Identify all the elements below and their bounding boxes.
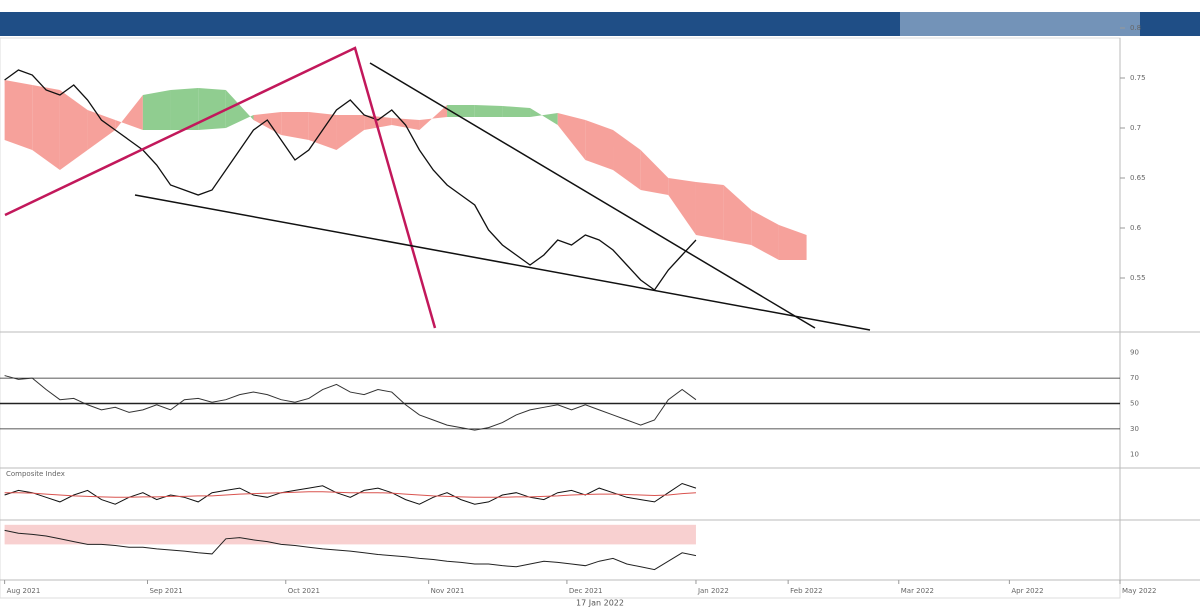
x-tick-label: Nov 2021 — [431, 587, 465, 595]
y-tick-label: 30 — [1130, 425, 1139, 433]
logo[interactable]: Optuma — [1143, 1, 1188, 12]
y-tick-label: 0.55 — [1130, 274, 1146, 282]
x-tick-label: Mar 2022 — [901, 587, 934, 595]
band — [4, 524, 696, 545]
y-tick-label: 0.6 — [1130, 224, 1142, 232]
y-tick-label: 0.65 — [1130, 174, 1146, 182]
line-series — [4, 482, 697, 505]
x-tick-label: Apr 2022 — [1011, 587, 1043, 595]
x-tick-label: Aug 2021 — [7, 587, 41, 595]
cloud-segment — [142, 90, 171, 130]
cloud-segment — [32, 85, 60, 170]
cloud-segment — [751, 210, 779, 260]
x-tick-label: Sep 2021 — [149, 587, 182, 595]
cloud-segment — [723, 185, 752, 245]
cloud-segment — [59, 90, 88, 170]
header-highlight — [900, 12, 1140, 36]
y-tick-label: 0.75 — [1130, 74, 1146, 82]
line-series — [4, 375, 697, 431]
cloud-segment — [668, 178, 696, 235]
y-tick-label: 0.7 — [1130, 124, 1141, 132]
cursor-date: 17 Jan 2022 — [576, 599, 624, 608]
marks: Aug 2021 Sep 2021 Oct 2021 Nov 2021 Dec 2021… — [0, 24, 1157, 595]
cloud-segment — [336, 115, 365, 150]
cloud-segment — [198, 88, 226, 130]
cloud-segment — [391, 118, 420, 130]
x-tick-label: Feb 2022 — [790, 587, 822, 595]
cloud-segment — [447, 105, 475, 117]
cloud-segment — [695, 182, 724, 240]
price-line — [4, 69, 697, 291]
cloud-segment — [502, 106, 531, 117]
cloud-segment — [253, 112, 282, 135]
cloud-segment — [170, 88, 199, 130]
cloud-segment — [281, 112, 309, 140]
panel-title: Composite Index — [6, 470, 65, 478]
cloud-segment — [585, 120, 614, 170]
x-tick-label: Oct 2021 — [288, 587, 320, 595]
line-series — [4, 491, 697, 498]
cloud-segment — [419, 105, 448, 130]
y-tick-label: 70 — [1130, 374, 1139, 382]
trendline — [4, 46, 437, 329]
cloud-segment — [613, 130, 641, 190]
cloud-segment — [778, 225, 807, 260]
cloud-segment — [4, 80, 33, 150]
line-series — [4, 529, 697, 571]
trendline — [369, 62, 816, 329]
cloud-segment — [557, 113, 586, 160]
y-tick-label: 0.8 — [1130, 24, 1141, 32]
trendline — [134, 194, 871, 331]
cloud-segment — [115, 95, 143, 130]
cloud-segment — [640, 150, 669, 195]
cloud-segment — [474, 105, 503, 117]
x-tick-label: Dec 2021 — [569, 587, 603, 595]
y-tick-label: 10 — [1130, 450, 1139, 458]
cloud-segment — [225, 90, 254, 128]
x-tick-label: May 2022 — [1122, 587, 1157, 595]
cloud-segment — [364, 115, 392, 130]
cloud-segment — [87, 110, 116, 150]
cloud-segment — [530, 108, 558, 125]
y-tick-label: 50 — [1130, 400, 1139, 408]
y-tick-label: 90 — [1130, 349, 1139, 357]
x-tick-label: Jan 2022 — [697, 587, 729, 595]
